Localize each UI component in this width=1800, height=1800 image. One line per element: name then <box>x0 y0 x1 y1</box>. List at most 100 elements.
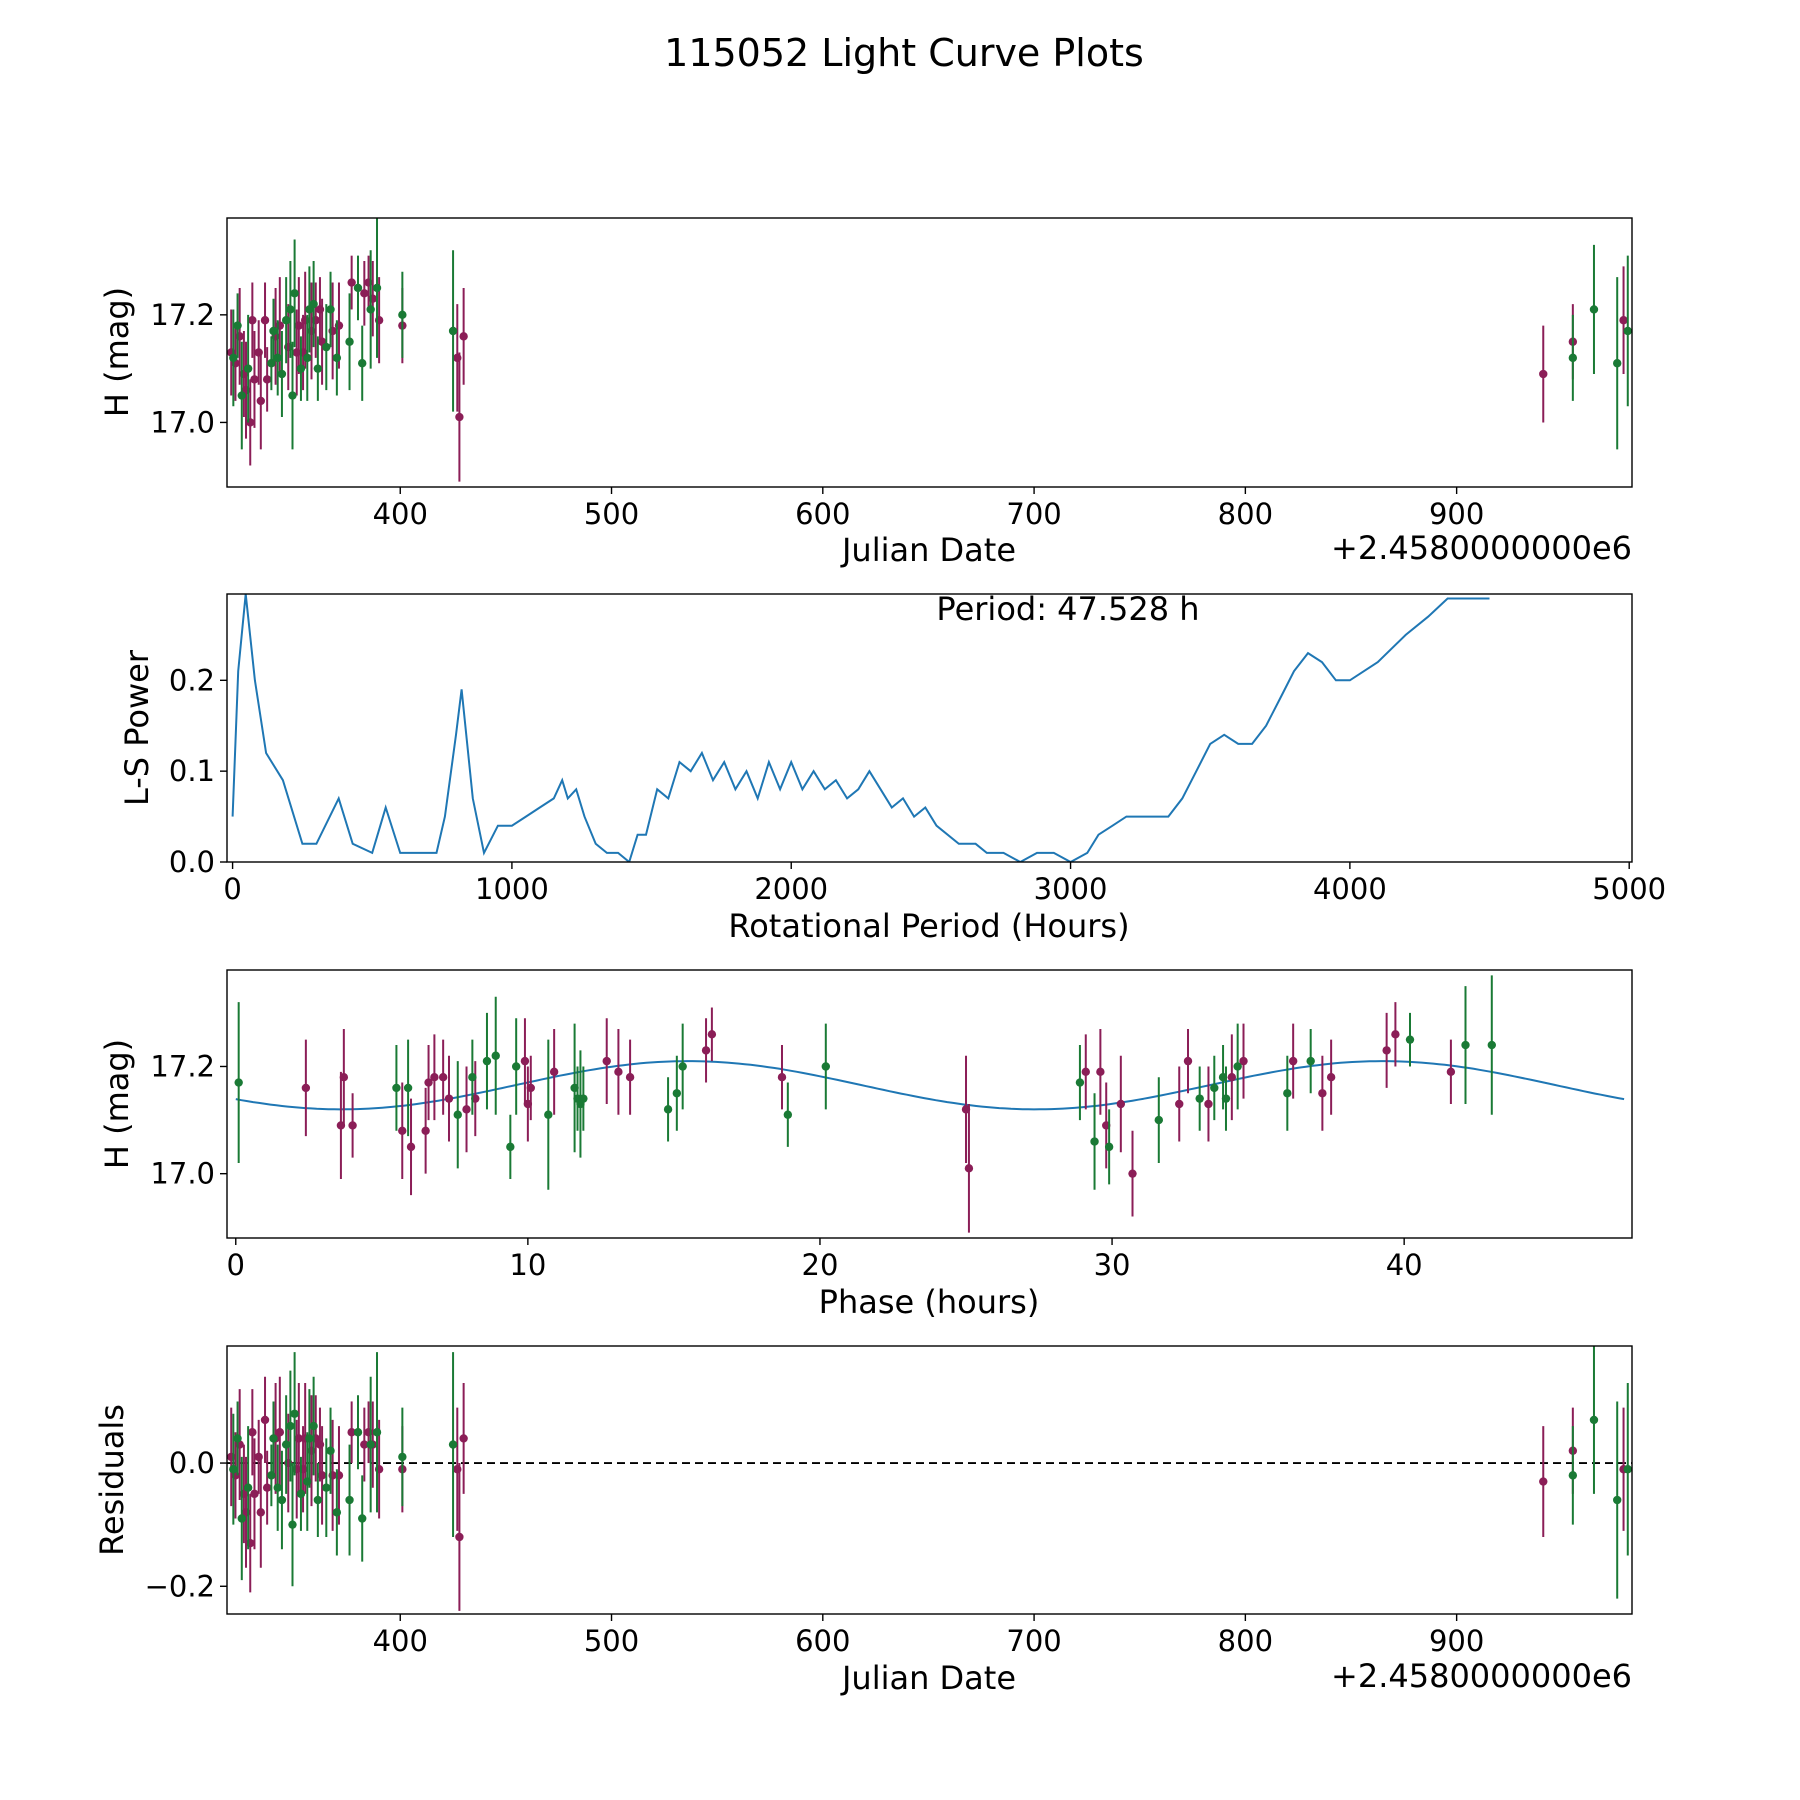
x-tick-label: 900 <box>1429 1624 1484 1658</box>
x-tick-label: 20 <box>802 1248 839 1282</box>
periodogram-marks <box>231 594 1490 862</box>
data-point <box>345 337 354 346</box>
data-point <box>345 1495 354 1505</box>
data-point <box>1175 1099 1184 1109</box>
x-tick-label: 3000 <box>1034 872 1108 906</box>
data-point <box>273 1483 282 1492</box>
data-point <box>701 1046 711 1055</box>
data-point <box>229 1465 238 1474</box>
residuals-frame <box>226 1345 1633 1615</box>
data-point <box>313 364 323 373</box>
data-point <box>1104 1142 1114 1152</box>
data-point <box>262 1483 272 1492</box>
x-tick-label: 0 <box>227 1248 245 1282</box>
data-point <box>260 1415 270 1425</box>
x-tick-label: 500 <box>584 497 639 531</box>
data-point <box>448 326 458 336</box>
data-point <box>301 1083 311 1093</box>
data-point <box>964 1164 974 1173</box>
data-point <box>332 353 342 363</box>
data-point <box>625 1073 635 1082</box>
data-point <box>366 305 375 314</box>
x-tick-label: 1000 <box>475 872 549 906</box>
data-point <box>372 1428 382 1437</box>
data-point <box>1318 1089 1327 1098</box>
x-tick-label: 800 <box>1218 1624 1273 1658</box>
data-point <box>303 353 312 363</box>
data-point <box>1613 1495 1622 1505</box>
data-point <box>421 1126 430 1136</box>
data-point <box>243 1483 253 1492</box>
x-tick-label: 30 <box>1094 1248 1131 1282</box>
lightcurve-x-offset: +2.4580000000e6 <box>1331 529 1632 567</box>
data-point <box>455 1532 464 1542</box>
lightcurve-panel: 400 500 600 700 800 900 17.0 17.2 Julian Date H… <box>98 217 1633 569</box>
data-point <box>406 1142 416 1152</box>
data-point <box>403 1083 413 1093</box>
y-tick-label: 0.0 <box>169 1446 215 1480</box>
data-point <box>313 1495 323 1505</box>
data-point <box>707 1030 717 1039</box>
data-point <box>777 1073 787 1082</box>
residuals-xlabel: Julian Date <box>840 1659 1016 1697</box>
x-tick-label: 4000 <box>1313 872 1387 906</box>
x-tick-label: 700 <box>1006 1624 1061 1658</box>
data-point <box>317 1471 327 1480</box>
data-point <box>448 1440 458 1449</box>
data-point <box>1461 1040 1470 1050</box>
y-tick-label: 17.2 <box>150 1049 215 1083</box>
data-point <box>392 1083 401 1093</box>
lightcurve-marks <box>227 218 1632 482</box>
y-tick-label: 17.0 <box>150 405 215 439</box>
data-point <box>243 364 253 373</box>
data-point <box>1210 1083 1219 1093</box>
residuals-panel: 400 500 600 700 800 900 −0.2 0.0 Julian Date Re… <box>93 1345 1633 1697</box>
data-point <box>353 283 363 293</box>
data-point <box>1623 1465 1632 1474</box>
data-point <box>353 1428 363 1437</box>
data-point <box>269 326 278 336</box>
periodogram-panel: 0 1000 2000 3000 4000 5000 0.0 0.1 0.2 Period: 4… <box>118 590 1666 945</box>
data-point <box>1183 1056 1193 1066</box>
y-tick-label: 0.0 <box>169 845 215 879</box>
residuals-ylabel: Residuals <box>93 1404 131 1556</box>
data-point <box>1204 1099 1213 1109</box>
phased-axes: 0 10 20 30 40 17.0 17.2 <box>150 1049 1422 1282</box>
data-point <box>281 316 291 325</box>
period-annotation: Period: 47.528 h <box>936 590 1199 628</box>
data-point <box>663 1105 673 1114</box>
data-point <box>1306 1056 1315 1066</box>
data-point <box>1221 1094 1231 1103</box>
x-tick-label: 2000 <box>754 872 828 906</box>
phased-frame <box>226 969 1633 1239</box>
data-point <box>290 289 299 298</box>
data-point <box>360 1440 369 1449</box>
data-point <box>322 1483 331 1492</box>
data-point <box>234 1078 243 1087</box>
data-point <box>526 1083 535 1093</box>
data-point <box>286 305 295 314</box>
periodogram-xlabel: Rotational Period (Hours) <box>728 907 1129 945</box>
data-point <box>348 1121 357 1130</box>
data-point <box>821 1062 831 1071</box>
x-tick-label: 700 <box>1006 497 1061 531</box>
data-point <box>506 1142 515 1152</box>
data-point <box>326 305 335 314</box>
data-point <box>281 1440 291 1449</box>
data-point <box>309 299 318 309</box>
data-point <box>455 412 464 422</box>
x-tick-label: 5000 <box>1592 872 1666 906</box>
periodogram-line <box>231 594 1490 862</box>
data-point <box>296 364 306 373</box>
x-tick-label: 10 <box>509 1248 546 1282</box>
data-point <box>294 321 304 330</box>
data-point <box>783 1110 793 1119</box>
data-point <box>248 1428 257 1437</box>
data-point <box>1382 1046 1391 1055</box>
data-point <box>424 1078 433 1087</box>
data-point <box>1391 1030 1400 1039</box>
data-point <box>520 1056 530 1066</box>
data-point <box>288 391 297 400</box>
data-point <box>233 1434 242 1443</box>
data-point <box>358 359 367 368</box>
